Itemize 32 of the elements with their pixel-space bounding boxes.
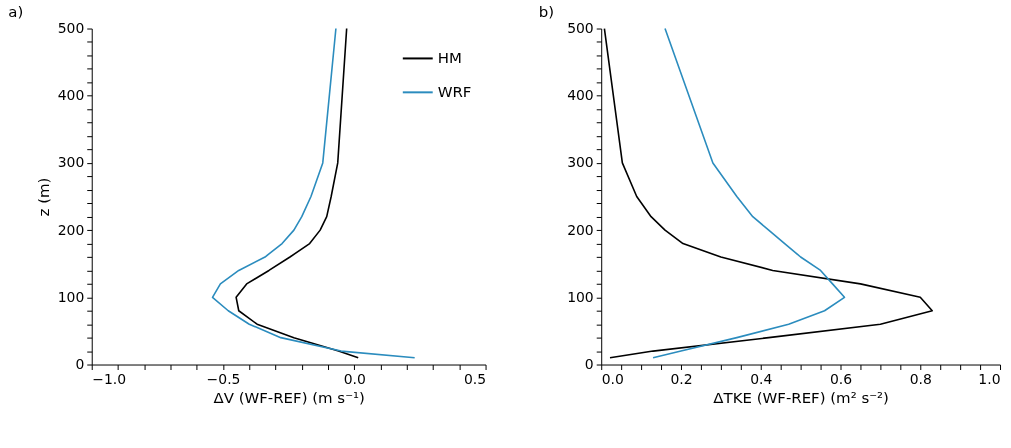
- x-tick-label: −0.5: [206, 370, 241, 387]
- x-tick-label: 0.8: [909, 370, 932, 387]
- chart-title: a): [8, 2, 24, 21]
- y-tick-label: 400: [567, 87, 594, 104]
- x-tick-label: 1.0: [978, 370, 1001, 387]
- x-tick-label: −1.0: [92, 370, 127, 387]
- x-tick-label: 0.0: [601, 370, 624, 387]
- x-axis-title: ΔV (WF-REF) (m s⁻¹): [213, 388, 365, 407]
- y-tick-label: 0: [75, 356, 85, 373]
- y-tick-label: 100: [57, 288, 85, 305]
- y-axis-title: z (m): [34, 177, 53, 217]
- legend-label: WRF: [437, 83, 472, 102]
- y-tick-label: 300: [57, 154, 85, 171]
- y-tick-label: 500: [567, 20, 594, 37]
- y-tick-label: 500: [57, 20, 85, 37]
- y-tick-label: 200: [567, 221, 594, 238]
- x-tick-label: 0.2: [670, 370, 693, 387]
- y-tick-label: 200: [57, 221, 85, 238]
- line-series: [211, 27, 416, 359]
- legend-label: HM: [437, 49, 462, 68]
- y-tick-label: 100: [567, 288, 594, 305]
- y-tick-label: 300: [567, 154, 594, 171]
- chart-title: b): [538, 2, 554, 21]
- line-series: [652, 27, 846, 359]
- x-tick-label: 0.6: [829, 370, 853, 387]
- x-axis-title: ΔTKE (WF-REF) (m² s⁻²): [713, 388, 889, 407]
- y-tick-label: 400: [57, 87, 85, 104]
- line-series: [235, 27, 360, 359]
- x-tick-label: 0.5: [463, 370, 487, 387]
- x-tick-label: 0.0: [343, 370, 366, 387]
- x-tick-label: 0.4: [750, 370, 773, 387]
- y-tick-label: 0: [584, 356, 594, 373]
